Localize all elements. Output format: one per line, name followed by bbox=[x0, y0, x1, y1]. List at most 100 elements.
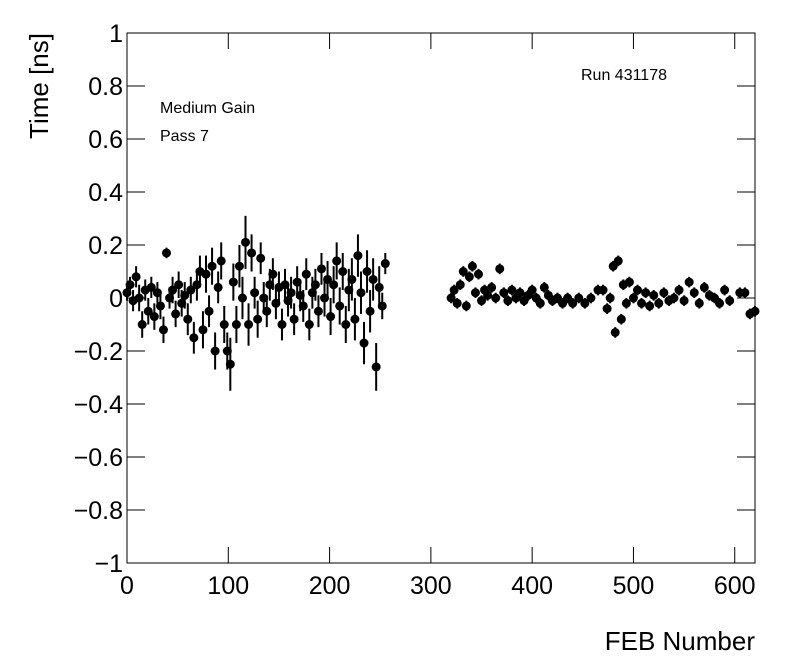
y-tick-label: −1 bbox=[94, 550, 123, 578]
data-point bbox=[503, 296, 513, 306]
data-point bbox=[694, 298, 704, 308]
data-point bbox=[605, 293, 615, 303]
data-point bbox=[610, 327, 620, 337]
data-point bbox=[155, 301, 165, 311]
data-point bbox=[286, 288, 296, 298]
annotation: Medium Gain bbox=[160, 100, 255, 117]
data-point bbox=[371, 362, 381, 372]
data-point bbox=[689, 288, 699, 298]
data-point bbox=[621, 298, 631, 308]
data-point bbox=[347, 274, 357, 284]
data-point bbox=[134, 293, 144, 303]
x-tick-label: 100 bbox=[207, 572, 249, 600]
data-point bbox=[477, 296, 487, 306]
data-point bbox=[219, 320, 229, 329]
data-point bbox=[204, 306, 214, 316]
data-point bbox=[268, 269, 278, 279]
data-point bbox=[507, 285, 517, 295]
data-point bbox=[725, 296, 735, 306]
data-point bbox=[131, 272, 141, 282]
data-point bbox=[633, 285, 643, 295]
data-point bbox=[301, 269, 311, 279]
data-point bbox=[359, 338, 369, 348]
data-point bbox=[380, 259, 390, 269]
data-point bbox=[262, 306, 272, 316]
data-point bbox=[174, 280, 184, 290]
data-point bbox=[323, 274, 333, 284]
y-tick-label: 0.4 bbox=[88, 179, 123, 207]
data-point bbox=[740, 288, 750, 298]
data-point bbox=[487, 282, 497, 292]
data-point bbox=[580, 298, 590, 308]
data-point bbox=[213, 282, 223, 292]
data-point bbox=[332, 256, 342, 266]
data-point bbox=[649, 290, 659, 300]
data-point bbox=[171, 309, 181, 319]
data-point bbox=[216, 256, 226, 266]
data-point bbox=[313, 306, 323, 316]
data-point bbox=[616, 314, 626, 324]
data-point bbox=[362, 267, 372, 276]
data-point bbox=[641, 288, 651, 298]
data-point bbox=[210, 346, 220, 356]
data-point bbox=[289, 314, 299, 324]
data-point bbox=[491, 293, 501, 303]
data-point bbox=[231, 320, 241, 329]
annotation: Run 431178 bbox=[581, 67, 667, 84]
data-point bbox=[684, 277, 694, 287]
data-point bbox=[234, 261, 244, 271]
data-point bbox=[598, 285, 608, 295]
data-point bbox=[473, 269, 483, 279]
data-point bbox=[377, 301, 387, 311]
data-point bbox=[341, 320, 351, 329]
data-point bbox=[329, 280, 339, 290]
data-point bbox=[499, 288, 509, 298]
data-point bbox=[365, 306, 375, 316]
data-point bbox=[201, 269, 211, 279]
data-point bbox=[470, 288, 480, 298]
data-point bbox=[207, 261, 217, 271]
y-tick-label: −0.8 bbox=[74, 497, 123, 525]
data-point bbox=[602, 304, 612, 314]
data-point bbox=[464, 272, 474, 282]
x-tick-label: 500 bbox=[613, 572, 655, 600]
data-point bbox=[699, 282, 709, 292]
data-point bbox=[180, 290, 190, 300]
y-tick-label: 0.8 bbox=[88, 73, 123, 101]
data-point bbox=[189, 333, 199, 343]
x-tick-label: 400 bbox=[511, 572, 553, 600]
x-tick-label: 0 bbox=[120, 572, 134, 600]
y-tick-label: 1 bbox=[109, 20, 123, 48]
data-point bbox=[637, 298, 647, 308]
x-tick-label: 600 bbox=[714, 572, 756, 600]
data-point bbox=[461, 301, 471, 311]
data-point bbox=[446, 293, 456, 303]
data-point bbox=[720, 285, 730, 295]
y-tick-label: 0.6 bbox=[88, 126, 123, 154]
y-tick-label: −0.4 bbox=[74, 391, 123, 419]
data-point bbox=[624, 277, 634, 287]
y-tick-label: 0.2 bbox=[88, 232, 123, 260]
data-point bbox=[353, 251, 363, 261]
data-point bbox=[715, 298, 725, 308]
data-point bbox=[527, 285, 537, 295]
data-point bbox=[186, 285, 196, 295]
data-point bbox=[356, 288, 366, 298]
data-point bbox=[125, 280, 135, 290]
data-point bbox=[449, 285, 459, 295]
data-point bbox=[253, 314, 263, 324]
data-point bbox=[613, 256, 623, 266]
y-tick-label: 0 bbox=[109, 285, 123, 313]
data-point bbox=[146, 282, 156, 292]
data-point bbox=[149, 312, 159, 322]
data-point bbox=[250, 288, 260, 298]
data-point bbox=[535, 298, 545, 308]
data-point bbox=[256, 253, 266, 263]
data-point bbox=[326, 312, 336, 322]
data-point bbox=[669, 293, 679, 303]
data-point bbox=[750, 306, 760, 316]
data-point bbox=[168, 285, 178, 295]
data-point bbox=[198, 325, 208, 335]
data-point bbox=[310, 280, 320, 290]
data-point bbox=[277, 320, 287, 329]
